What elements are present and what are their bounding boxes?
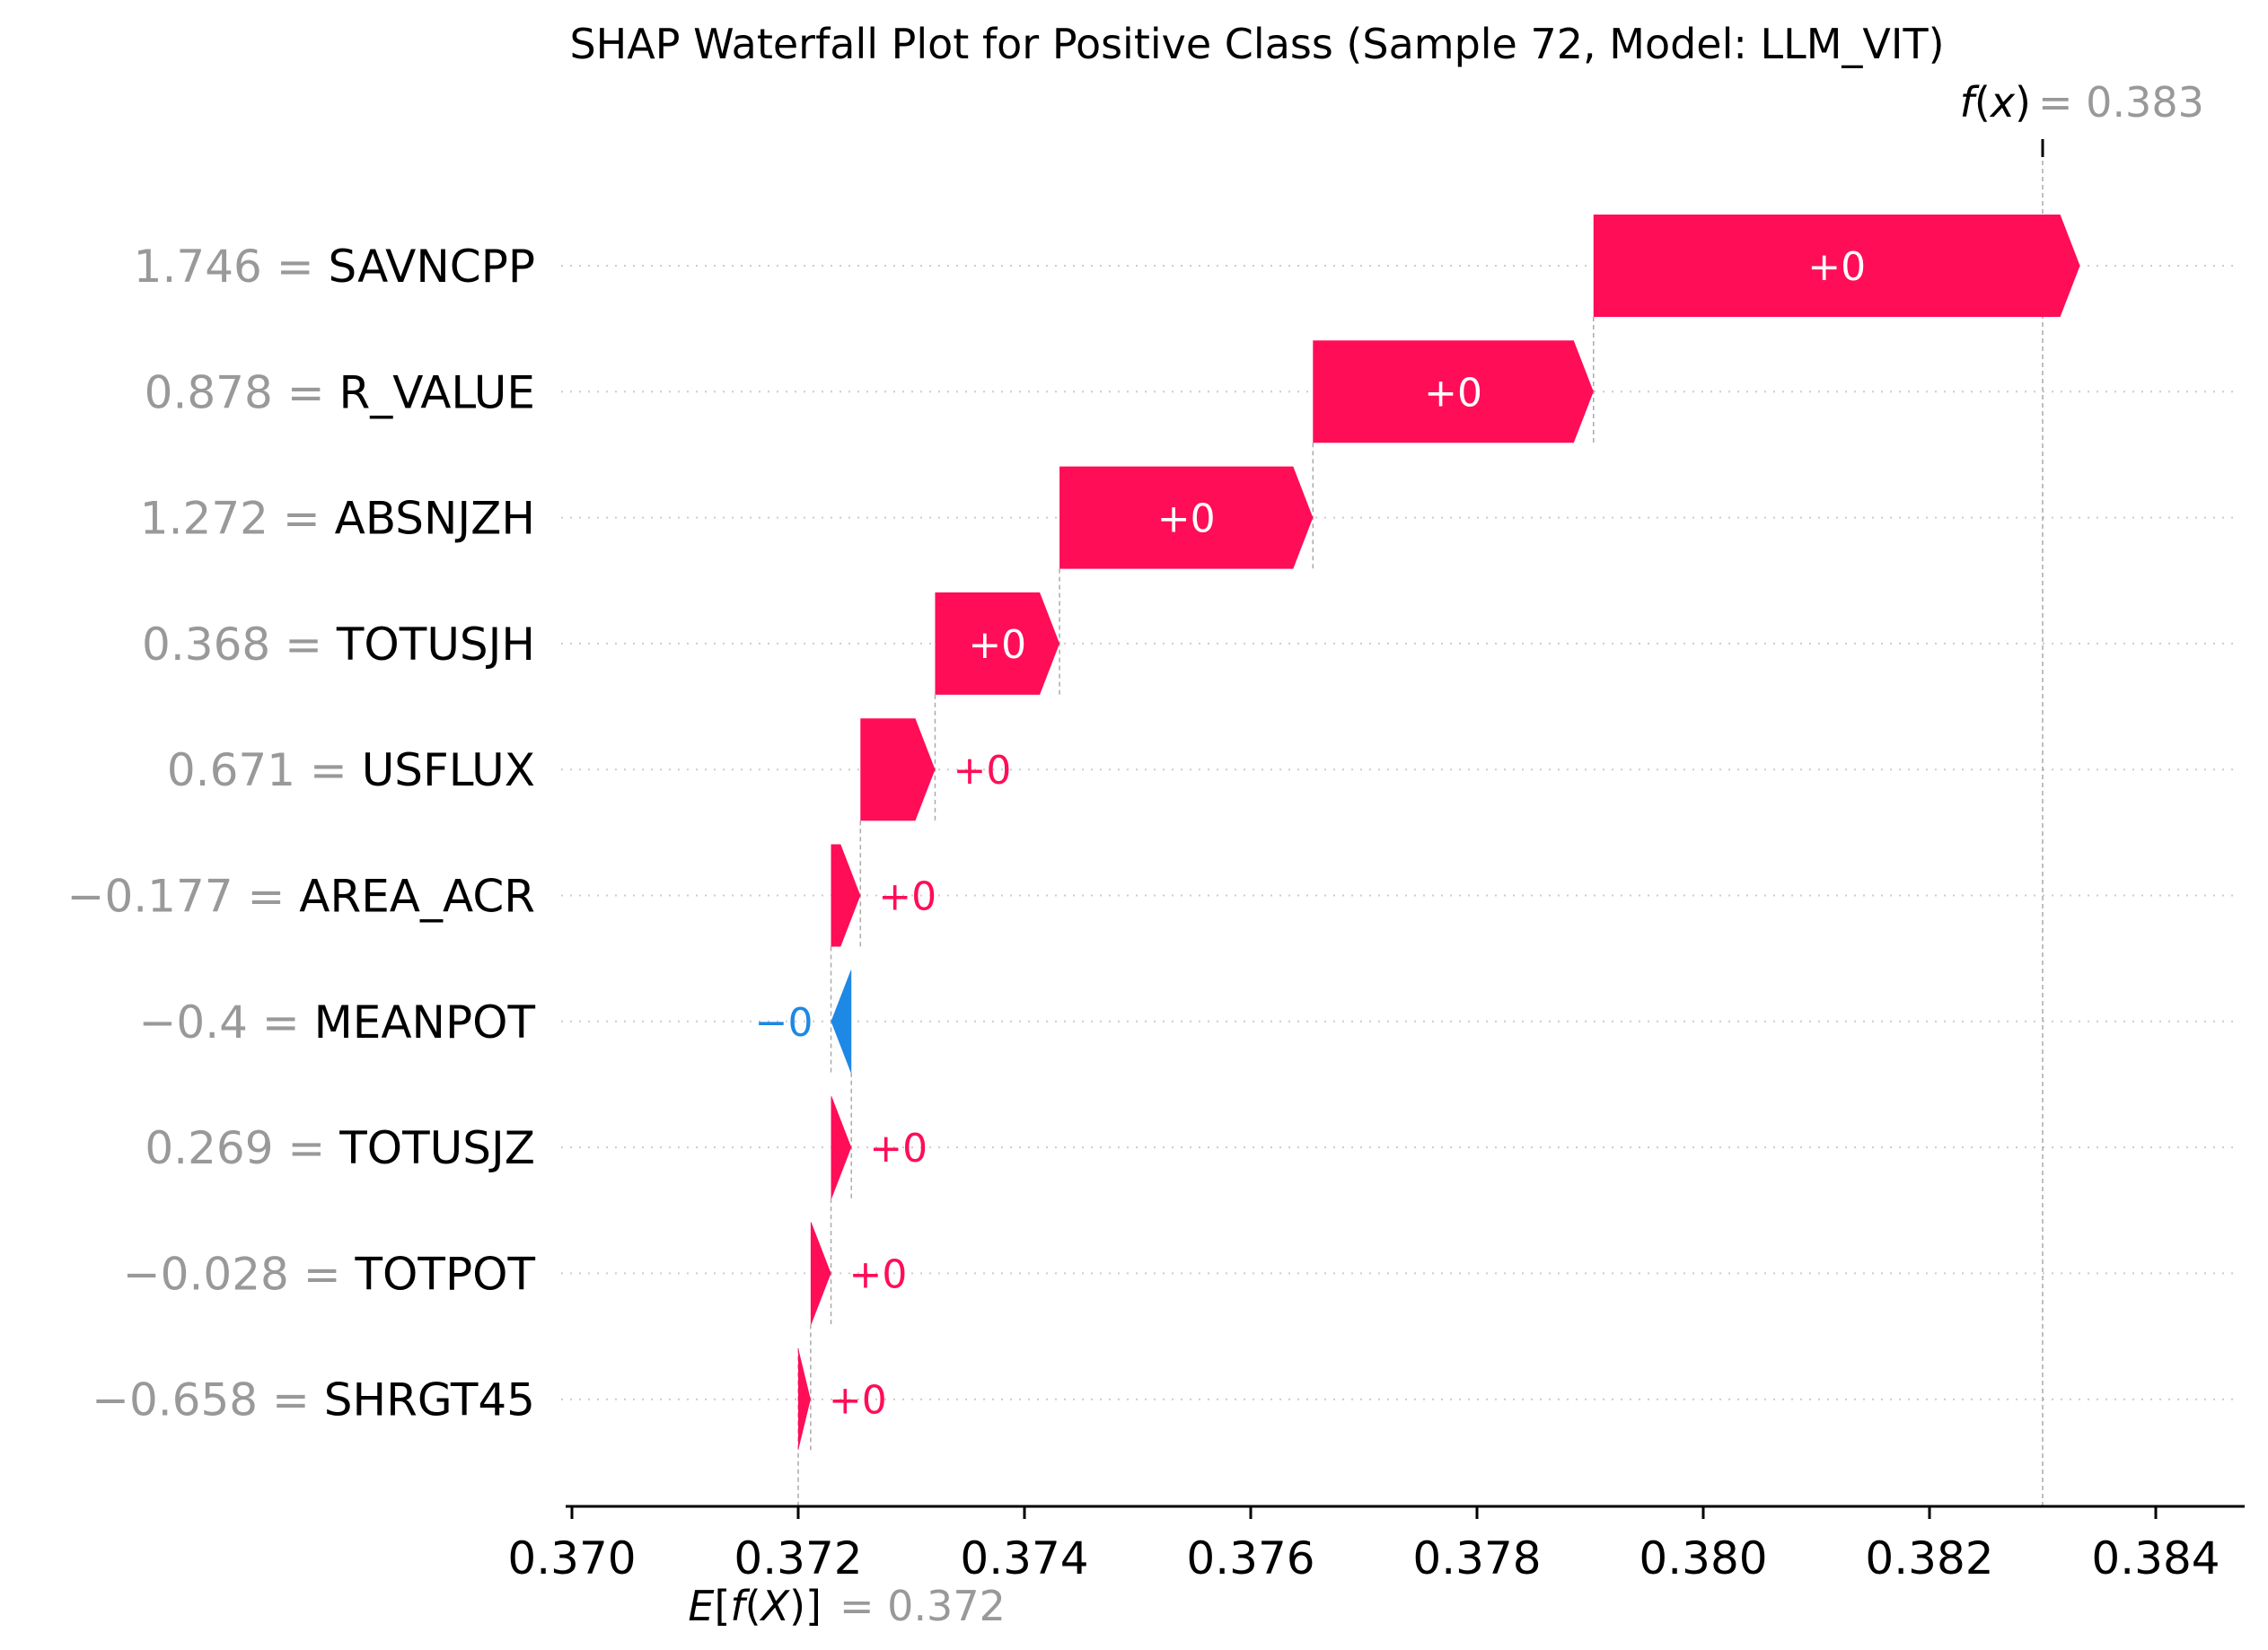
contribution-label: +0 [1157, 496, 1216, 542]
base-value-annotation: E[f(X)] = 0.372 [688, 1582, 1005, 1630]
feature-name: ABSNJZH [335, 493, 535, 545]
feature-value: 1.746 = [134, 241, 329, 293]
contribution-bar [798, 1347, 811, 1451]
x-tick-label: 0.370 [507, 1532, 636, 1584]
feature-label: 1.272 = ABSNJZH [140, 493, 535, 545]
contribution-label: +0 [968, 622, 1026, 668]
feature-name: TOTUSJH [336, 619, 535, 671]
contribution-label: −0 [755, 1000, 813, 1046]
svg-text:= 0.383: = 0.383 [2038, 78, 2204, 127]
feature-label: 0.671 = USFLUX [167, 744, 535, 796]
feature-name: TOTUSJZ [338, 1122, 535, 1174]
contribution-bar [860, 718, 936, 821]
feature-label: 0.269 = TOTUSJZ [145, 1122, 535, 1174]
feature-label: −0.177 = AREA_ACR [67, 871, 535, 923]
contribution-label: +0 [849, 1251, 908, 1297]
svg-text:E[f(X)]: E[f(X)] [688, 1582, 822, 1630]
feature-name: SAVNCPP [329, 241, 536, 293]
feature-name: USFLUX [362, 744, 535, 796]
feature-name: R_VALUE [338, 366, 535, 418]
x-tick-label: 0.384 [2091, 1532, 2220, 1584]
feature-value: 0.878 = [145, 366, 339, 418]
contribution-labels: +0 +0 +0 +0 +0 +0 −0 +0 +0 +0 [755, 244, 1866, 1424]
x-tick-label: 0.382 [1865, 1532, 1993, 1584]
feature-value: −0.177 = [67, 871, 300, 923]
feature-value: 0.368 = [142, 619, 337, 671]
x-tick-label: 0.376 [1186, 1532, 1314, 1584]
feature-value: −0.028 = [123, 1248, 356, 1300]
contribution-label: +0 [953, 748, 1011, 794]
feature-label: −0.4 = MEANPOT [139, 996, 536, 1049]
contribution-label: +0 [1807, 244, 1866, 290]
feature-name: AREA_ACR [299, 871, 535, 923]
contribution-bar [1059, 466, 1314, 569]
x-tick-label: 0.380 [1639, 1532, 1767, 1584]
contribution-bar [831, 844, 861, 947]
feature-value: 1.272 = [140, 493, 335, 545]
feature-label: −0.658 = SHRGT45 [92, 1374, 535, 1426]
svg-text:f(x): f(x) [1960, 78, 2031, 127]
contribution-bars [798, 215, 2080, 1451]
feature-value: −0.4 = [139, 996, 314, 1049]
feature-name: SHRGT45 [324, 1374, 535, 1426]
feature-label: 0.878 = R_VALUE [145, 366, 535, 418]
contribution-bar [810, 1222, 831, 1325]
contribution-bar [831, 970, 852, 1073]
contribution-bar [935, 592, 1060, 695]
contribution-bar [1313, 340, 1594, 443]
feature-value: −0.658 = [92, 1374, 324, 1426]
x-tick-label: 0.372 [734, 1532, 862, 1584]
contribution-bar [1593, 215, 2080, 317]
contribution-label: +0 [829, 1378, 887, 1424]
contribution-bar [831, 1096, 852, 1199]
x-tick-label: 0.374 [960, 1532, 1088, 1584]
feature-value: 0.269 = [145, 1122, 339, 1174]
output-value-annotation: f(x) = 0.383 [1960, 78, 2204, 127]
x-axis: 0.370 0.372 0.374 0.376 0.378 0.380 0.382 0.384 [507, 1505, 2245, 1584]
svg-text:= 0.372: = 0.372 [840, 1582, 1006, 1630]
feature-labels: 1.746 = SAVNCPP 0.878 = R_VALUE 1.272 = AB… [67, 241, 536, 1426]
output-value: 0.383 [2086, 78, 2204, 127]
chart-title: SHAP Waterfall Plot for Positive Class (… [569, 20, 1944, 68]
feature-label: 0.368 = TOTUSJH [142, 619, 535, 671]
feature-label: −0.028 = TOTPOT [123, 1248, 536, 1300]
contribution-label: +0 [1424, 370, 1482, 416]
base-value: 0.372 [887, 1582, 1006, 1630]
contribution-label: +0 [869, 1126, 927, 1172]
feature-name: MEANPOT [314, 996, 536, 1049]
feature-value: 0.671 = [167, 744, 362, 796]
feature-label: 1.746 = SAVNCPP [134, 241, 535, 293]
feature-name: TOTPOT [355, 1248, 536, 1300]
contribution-label: +0 [878, 874, 936, 920]
x-tick-label: 0.378 [1412, 1532, 1541, 1584]
